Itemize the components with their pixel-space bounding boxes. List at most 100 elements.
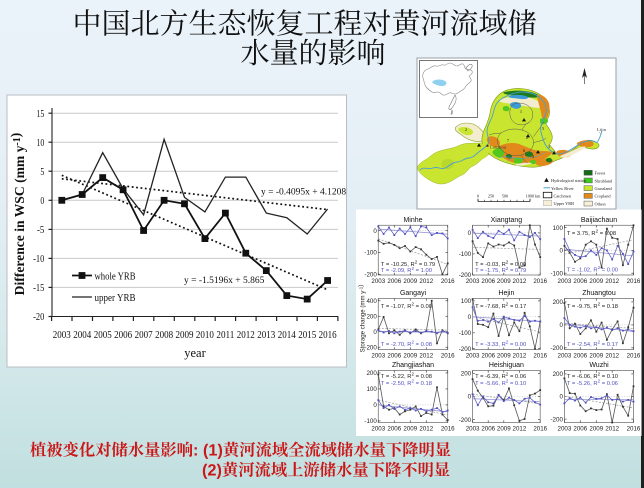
svg-text:2008: 2008	[155, 330, 173, 341]
svg-text:-5: -5	[37, 225, 44, 236]
svg-text:Lijin: Lijin	[597, 127, 607, 132]
svg-text:upper YRB: upper YRB	[95, 292, 136, 304]
svg-text:Difference in WSC (mm y-1): Difference in WSC (mm y-1)	[8, 133, 28, 296]
svg-text:2009: 2009	[589, 353, 603, 360]
svg-text:2: 2	[465, 127, 467, 132]
svg-text:T = -2.54, R2 = 0.17: T = -2.54, R2 = 0.17	[567, 340, 618, 348]
svg-text:0: 0	[373, 228, 377, 235]
svg-text:y = -1.5196x + 5.865: y = -1.5196x + 5.865	[184, 276, 265, 286]
svg-text:T = -1.07, R2 = 0.00: T = -1.07, R2 = 0.00	[381, 302, 432, 310]
svg-text:Wuzhi: Wuzhi	[589, 362, 609, 369]
svg-text:2013: 2013	[257, 330, 275, 341]
svg-text:Zhuangtou: Zhuangtou	[582, 290, 616, 297]
svg-text:1: 1	[520, 109, 522, 114]
svg-text:2016: 2016	[533, 426, 547, 433]
svg-text:2012: 2012	[605, 426, 619, 433]
svg-text:2006: 2006	[387, 353, 401, 360]
svg-text:2006: 2006	[387, 278, 401, 285]
svg-text:2014: 2014	[278, 330, 297, 341]
svg-text:-200: -200	[459, 417, 472, 424]
svg-text:T = -2.70, R2 = 0.08: T = -2.70, R2 = 0.08	[381, 340, 432, 348]
svg-text:0: 0	[40, 196, 44, 207]
svg-text:1000 km: 1000 km	[526, 194, 542, 199]
svg-text:y = -0.4095x + 4.1208: y = -0.4095x + 4.1208	[261, 188, 346, 198]
svg-text:-20: -20	[33, 312, 44, 323]
svg-text:Forest: Forest	[595, 171, 607, 176]
svg-text:Others: Others	[595, 201, 607, 206]
svg-text:-100: -100	[459, 251, 472, 258]
svg-text:2009: 2009	[403, 426, 417, 433]
svg-text:2010: 2010	[196, 330, 214, 341]
svg-text:-15: -15	[33, 283, 44, 294]
svg-text:Yellow River: Yellow River	[551, 186, 574, 191]
svg-text:2012: 2012	[513, 353, 527, 360]
svg-text:200: 200	[553, 299, 564, 306]
svg-text:2009: 2009	[403, 278, 417, 285]
svg-text:Lanzhou: Lanzhou	[490, 145, 507, 150]
svg-text:T = -2.09, R2 = 1.00: T = -2.09, R2 = 1.00	[381, 266, 432, 274]
svg-text:-100: -100	[551, 270, 564, 277]
svg-text:Heishiguan: Heishiguan	[489, 362, 524, 369]
svg-text:T = -0.03, R2 = 0.00: T = -0.03, R2 = 0.00	[475, 259, 526, 267]
svg-text:0: 0	[373, 402, 377, 409]
svg-text:year: year	[184, 346, 206, 360]
svg-text:T = -9.75, R2 = 0.18: T = -9.75, R2 = 0.18	[567, 302, 618, 310]
svg-text:2003: 2003	[53, 330, 71, 341]
svg-text:2003: 2003	[466, 426, 480, 433]
svg-text:-200: -200	[459, 346, 472, 353]
svg-text:-200: -200	[364, 344, 377, 351]
svg-text:-100: -100	[459, 330, 472, 337]
svg-text:0: 0	[468, 230, 472, 237]
svg-text:T = -1.75, R2 = 0.79: T = -1.75, R2 = 0.79	[475, 266, 526, 274]
svg-text:-200: -200	[551, 416, 564, 423]
svg-text:2011: 2011	[216, 330, 234, 341]
svg-text:0: 0	[559, 322, 563, 329]
svg-text:2016: 2016	[627, 353, 641, 360]
svg-text:500: 500	[502, 194, 508, 199]
svg-text:2016: 2016	[533, 353, 547, 360]
svg-text:2009: 2009	[497, 426, 511, 433]
svg-text:T = -5.22, R2 = 0.08: T = -5.22, R2 = 0.08	[381, 372, 432, 380]
svg-text:T = -3.33, R2 = 0.00: T = -3.33, R2 = 0.00	[475, 340, 526, 348]
svg-text:4: 4	[532, 154, 535, 159]
svg-text:2016: 2016	[627, 426, 641, 433]
svg-text:2009: 2009	[589, 278, 603, 285]
svg-text:3: 3	[548, 144, 551, 149]
svg-text:2004: 2004	[73, 330, 92, 341]
svg-text:Minhe: Minhe	[403, 217, 422, 224]
svg-text:Storage change (mm y-1): Storage change (mm y-1)	[358, 285, 367, 353]
svg-text:2016: 2016	[441, 353, 455, 360]
svg-text:-200: -200	[551, 345, 564, 352]
svg-text:Cropland: Cropland	[595, 194, 612, 199]
svg-text:-100: -100	[364, 250, 377, 257]
svg-text:2003: 2003	[558, 426, 572, 433]
svg-text:2012: 2012	[237, 330, 255, 341]
svg-text:5: 5	[40, 167, 44, 178]
svg-text:2016: 2016	[627, 278, 641, 285]
svg-text:0: 0	[373, 329, 377, 336]
svg-text:5: 5	[542, 126, 545, 131]
svg-text:2012: 2012	[513, 278, 527, 285]
svg-text:2006: 2006	[481, 426, 495, 433]
svg-text:Shrubland: Shrubland	[595, 178, 614, 183]
svg-text:200: 200	[366, 314, 377, 321]
svg-text:2009: 2009	[497, 278, 511, 285]
svg-text:400: 400	[366, 298, 377, 305]
svg-text:2006: 2006	[573, 278, 587, 285]
svg-text:0: 0	[468, 314, 472, 321]
svg-text:Baijiachaun: Baijiachaun	[581, 217, 617, 224]
svg-text:T = -6.39, R2 = 0.06: T = -6.39, R2 = 0.06	[475, 372, 526, 380]
svg-text:2003: 2003	[371, 278, 385, 285]
svg-text:2012: 2012	[605, 278, 619, 285]
svg-text:7: 7	[507, 138, 510, 143]
svg-text:2016: 2016	[441, 426, 455, 433]
svg-text:Xiangtang: Xiangtang	[491, 217, 523, 224]
svg-text:2016: 2016	[441, 278, 455, 285]
svg-text:2003: 2003	[371, 353, 385, 360]
svg-text:Hydrological station: Hydrological station	[551, 178, 587, 183]
svg-text:2: 2	[526, 135, 528, 140]
svg-text:T = -5.66, R2 = 0.10: T = -5.66, R2 = 0.10	[475, 379, 526, 387]
svg-text:2005: 2005	[94, 330, 112, 341]
svg-text:2012: 2012	[419, 278, 433, 285]
svg-text:-100: -100	[364, 418, 377, 425]
